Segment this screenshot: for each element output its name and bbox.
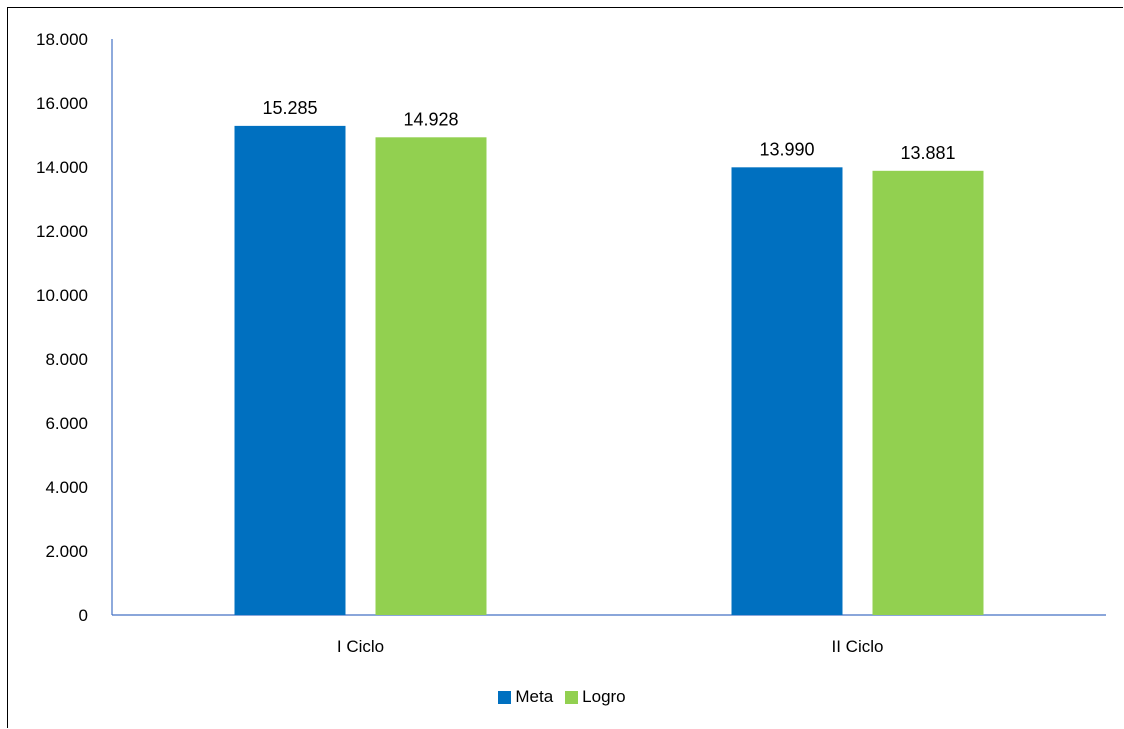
- legend-swatch-logro: [565, 690, 579, 704]
- legend-label-meta: Meta: [515, 687, 554, 706]
- bar-logro-2: [872, 170, 984, 616]
- bar-meta-2: [731, 167, 843, 615]
- legend-item-logro: Logro: [565, 687, 626, 707]
- y-tick-label: 10.000: [36, 286, 88, 305]
- y-tick-label: 14.000: [36, 158, 88, 177]
- y-tick-label: 16.000: [36, 94, 88, 113]
- y-tick-label: 12.000: [36, 222, 88, 241]
- x-tick-label: I Ciclo: [337, 637, 384, 656]
- bar-logro-1: [375, 137, 487, 615]
- y-tick-label: 18.000: [36, 30, 88, 49]
- data-label: 13.881: [900, 143, 955, 163]
- bar-meta-1: [234, 125, 346, 615]
- legend-label-logro: Logro: [582, 687, 626, 706]
- chart-frame: [7, 7, 1123, 728]
- y-tick-label: 0: [79, 606, 88, 625]
- legend: Meta Logro: [0, 687, 1124, 707]
- y-tick-label: 2.000: [45, 542, 88, 561]
- axes: 0 2.000 4.000 6.000 8.000 10.000 12.000 14.000 1…: [36, 30, 1106, 656]
- data-label: 15.285: [262, 98, 317, 118]
- bars: [234, 125, 984, 616]
- data-label: 13.990: [759, 139, 814, 159]
- legend-item-meta: Meta: [498, 687, 553, 707]
- legend-swatch-meta: [498, 690, 512, 704]
- y-tick-label: 8.000: [45, 350, 88, 369]
- data-label: 14.928: [403, 109, 458, 129]
- y-tick-label: 6.000: [45, 414, 88, 433]
- data-labels: 15.285 14.928 13.990 13.881: [262, 98, 955, 163]
- y-tick-label: 4.000: [45, 478, 88, 497]
- x-tick-label: II Ciclo: [832, 637, 884, 656]
